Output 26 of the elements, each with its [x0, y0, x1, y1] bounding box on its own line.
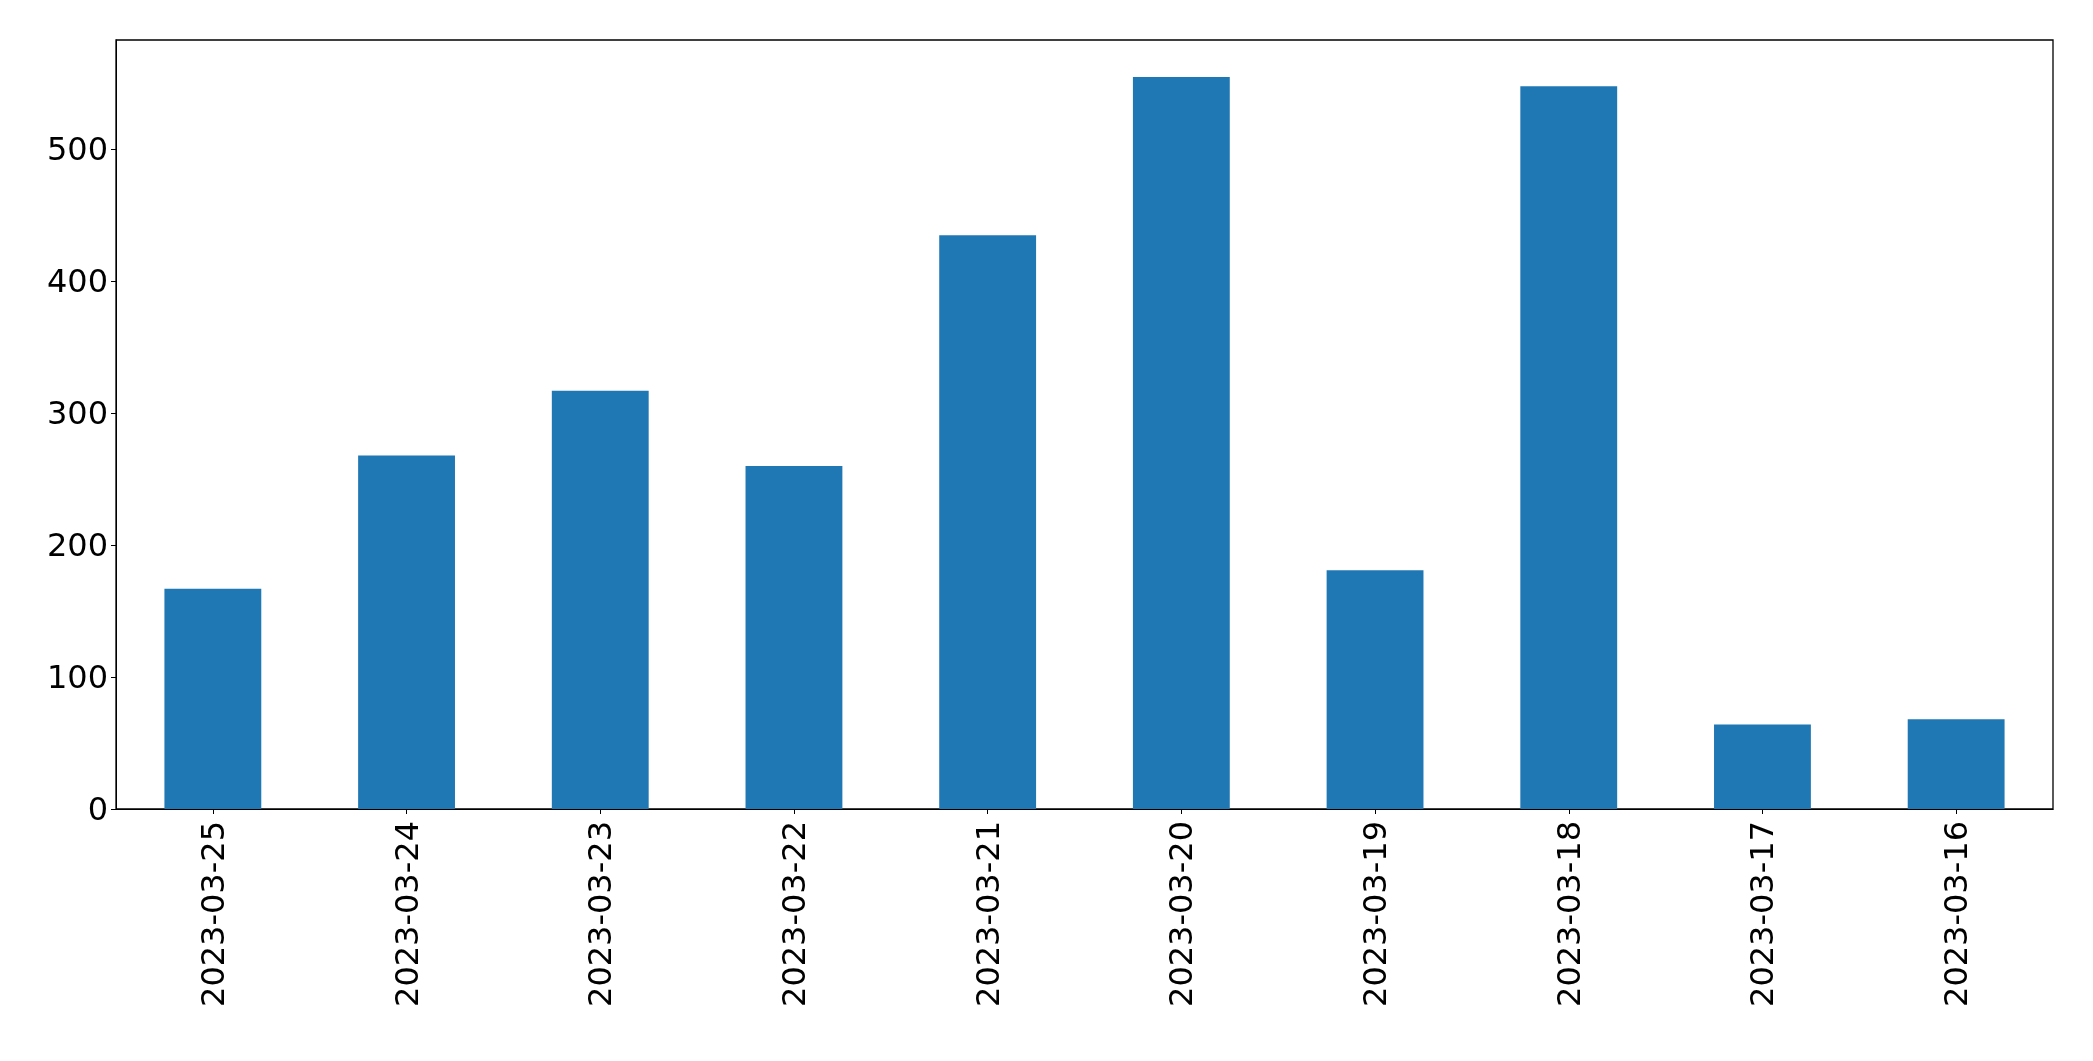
bar: [1520, 86, 1618, 809]
x-tick-label: 2023-03-24: [387, 821, 426, 1007]
y-tick-label: 100: [46, 658, 108, 697]
y-tick-label: 200: [46, 526, 108, 565]
y-tick-label: 500: [46, 130, 108, 169]
bar: [551, 390, 649, 809]
x-tick-label: 2023-03-21: [968, 821, 1007, 1007]
bar: [745, 466, 843, 809]
bar: [164, 588, 262, 809]
x-tick-label: 2023-03-23: [581, 821, 620, 1007]
bar: [1714, 724, 1811, 809]
x-tick-label: 2023-03-17: [1743, 821, 1782, 1007]
x-tick-label: 2023-03-19: [1356, 821, 1395, 1007]
x-tick-label: 2023-03-18: [1549, 821, 1588, 1007]
x-tick-label: 2023-03-25: [193, 821, 232, 1007]
y-tick-label: 400: [46, 262, 108, 301]
bar: [1907, 719, 2005, 809]
y-tick-label: 0: [87, 790, 108, 828]
bar: [939, 235, 1037, 809]
x-tick-label: 2023-03-20: [1162, 821, 1201, 1007]
x-tick-label: 2023-03-22: [774, 821, 813, 1007]
x-tick-label: 2023-03-16: [1937, 821, 1976, 1007]
y-tick-label: 300: [46, 394, 108, 433]
bar: [1132, 76, 1230, 809]
bar: [358, 455, 455, 809]
bar: [1326, 570, 1424, 809]
